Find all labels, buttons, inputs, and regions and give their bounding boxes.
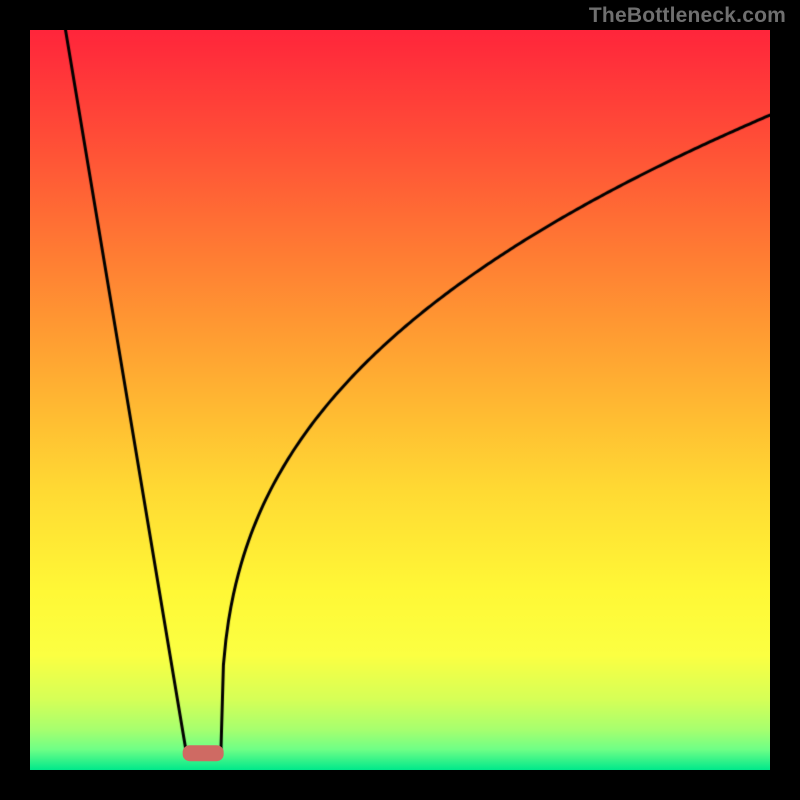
optimal-marker bbox=[183, 745, 224, 761]
bottleneck-curve bbox=[30, 30, 770, 770]
watermark-text: TheBottleneck.com bbox=[589, 4, 786, 28]
plot-area bbox=[30, 30, 770, 770]
chart-frame: TheBottleneck.com bbox=[0, 0, 800, 800]
